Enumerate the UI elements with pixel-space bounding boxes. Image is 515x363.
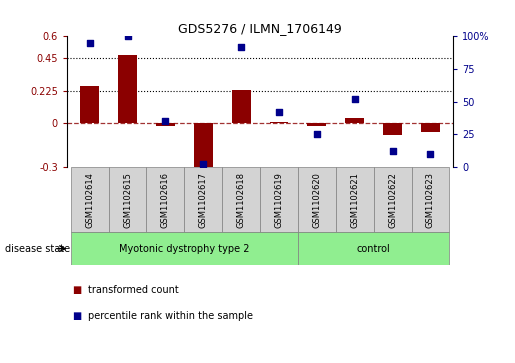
Text: GSM1102622: GSM1102622 bbox=[388, 172, 397, 228]
Bar bbox=[383, 123, 402, 135]
Bar bbox=[421, 123, 440, 132]
Point bbox=[388, 148, 397, 154]
Bar bbox=[298, 232, 450, 265]
Point bbox=[161, 118, 169, 124]
Text: Myotonic dystrophy type 2: Myotonic dystrophy type 2 bbox=[119, 244, 250, 254]
Text: GSM1102614: GSM1102614 bbox=[85, 172, 94, 228]
Bar bbox=[411, 167, 450, 232]
Text: GSM1102615: GSM1102615 bbox=[123, 172, 132, 228]
Text: percentile rank within the sample: percentile rank within the sample bbox=[88, 311, 252, 321]
Point bbox=[351, 96, 359, 102]
Bar bbox=[298, 167, 336, 232]
Point bbox=[426, 151, 435, 157]
Point bbox=[313, 131, 321, 137]
Bar bbox=[184, 167, 222, 232]
Text: GSM1102616: GSM1102616 bbox=[161, 172, 170, 228]
Text: GSM1102617: GSM1102617 bbox=[199, 172, 208, 228]
Bar bbox=[260, 167, 298, 232]
Bar bbox=[307, 123, 327, 126]
Bar bbox=[118, 56, 137, 123]
Point bbox=[275, 109, 283, 115]
Point bbox=[199, 162, 208, 167]
Text: GSM1102623: GSM1102623 bbox=[426, 172, 435, 228]
Bar bbox=[269, 122, 288, 123]
Text: transformed count: transformed count bbox=[88, 285, 178, 295]
Bar bbox=[374, 167, 411, 232]
Text: GSM1102619: GSM1102619 bbox=[274, 172, 284, 228]
Point bbox=[85, 40, 94, 46]
Text: ■: ■ bbox=[72, 285, 81, 295]
Bar bbox=[232, 90, 251, 123]
Bar bbox=[345, 118, 364, 123]
Bar bbox=[156, 123, 175, 126]
Bar bbox=[336, 167, 374, 232]
Text: GSM1102620: GSM1102620 bbox=[313, 172, 321, 228]
Bar bbox=[109, 167, 146, 232]
Text: GSM1102618: GSM1102618 bbox=[236, 172, 246, 228]
Bar bbox=[222, 167, 260, 232]
Text: control: control bbox=[357, 244, 390, 254]
Point bbox=[237, 44, 245, 50]
Text: disease state: disease state bbox=[5, 244, 70, 254]
Title: GDS5276 / ILMN_1706149: GDS5276 / ILMN_1706149 bbox=[178, 22, 342, 35]
Point bbox=[124, 33, 132, 39]
Bar bbox=[80, 86, 99, 123]
Bar bbox=[146, 167, 184, 232]
Text: ■: ■ bbox=[72, 311, 81, 321]
Bar bbox=[71, 167, 109, 232]
Text: GSM1102621: GSM1102621 bbox=[350, 172, 359, 228]
Bar bbox=[194, 123, 213, 170]
Bar bbox=[71, 232, 298, 265]
